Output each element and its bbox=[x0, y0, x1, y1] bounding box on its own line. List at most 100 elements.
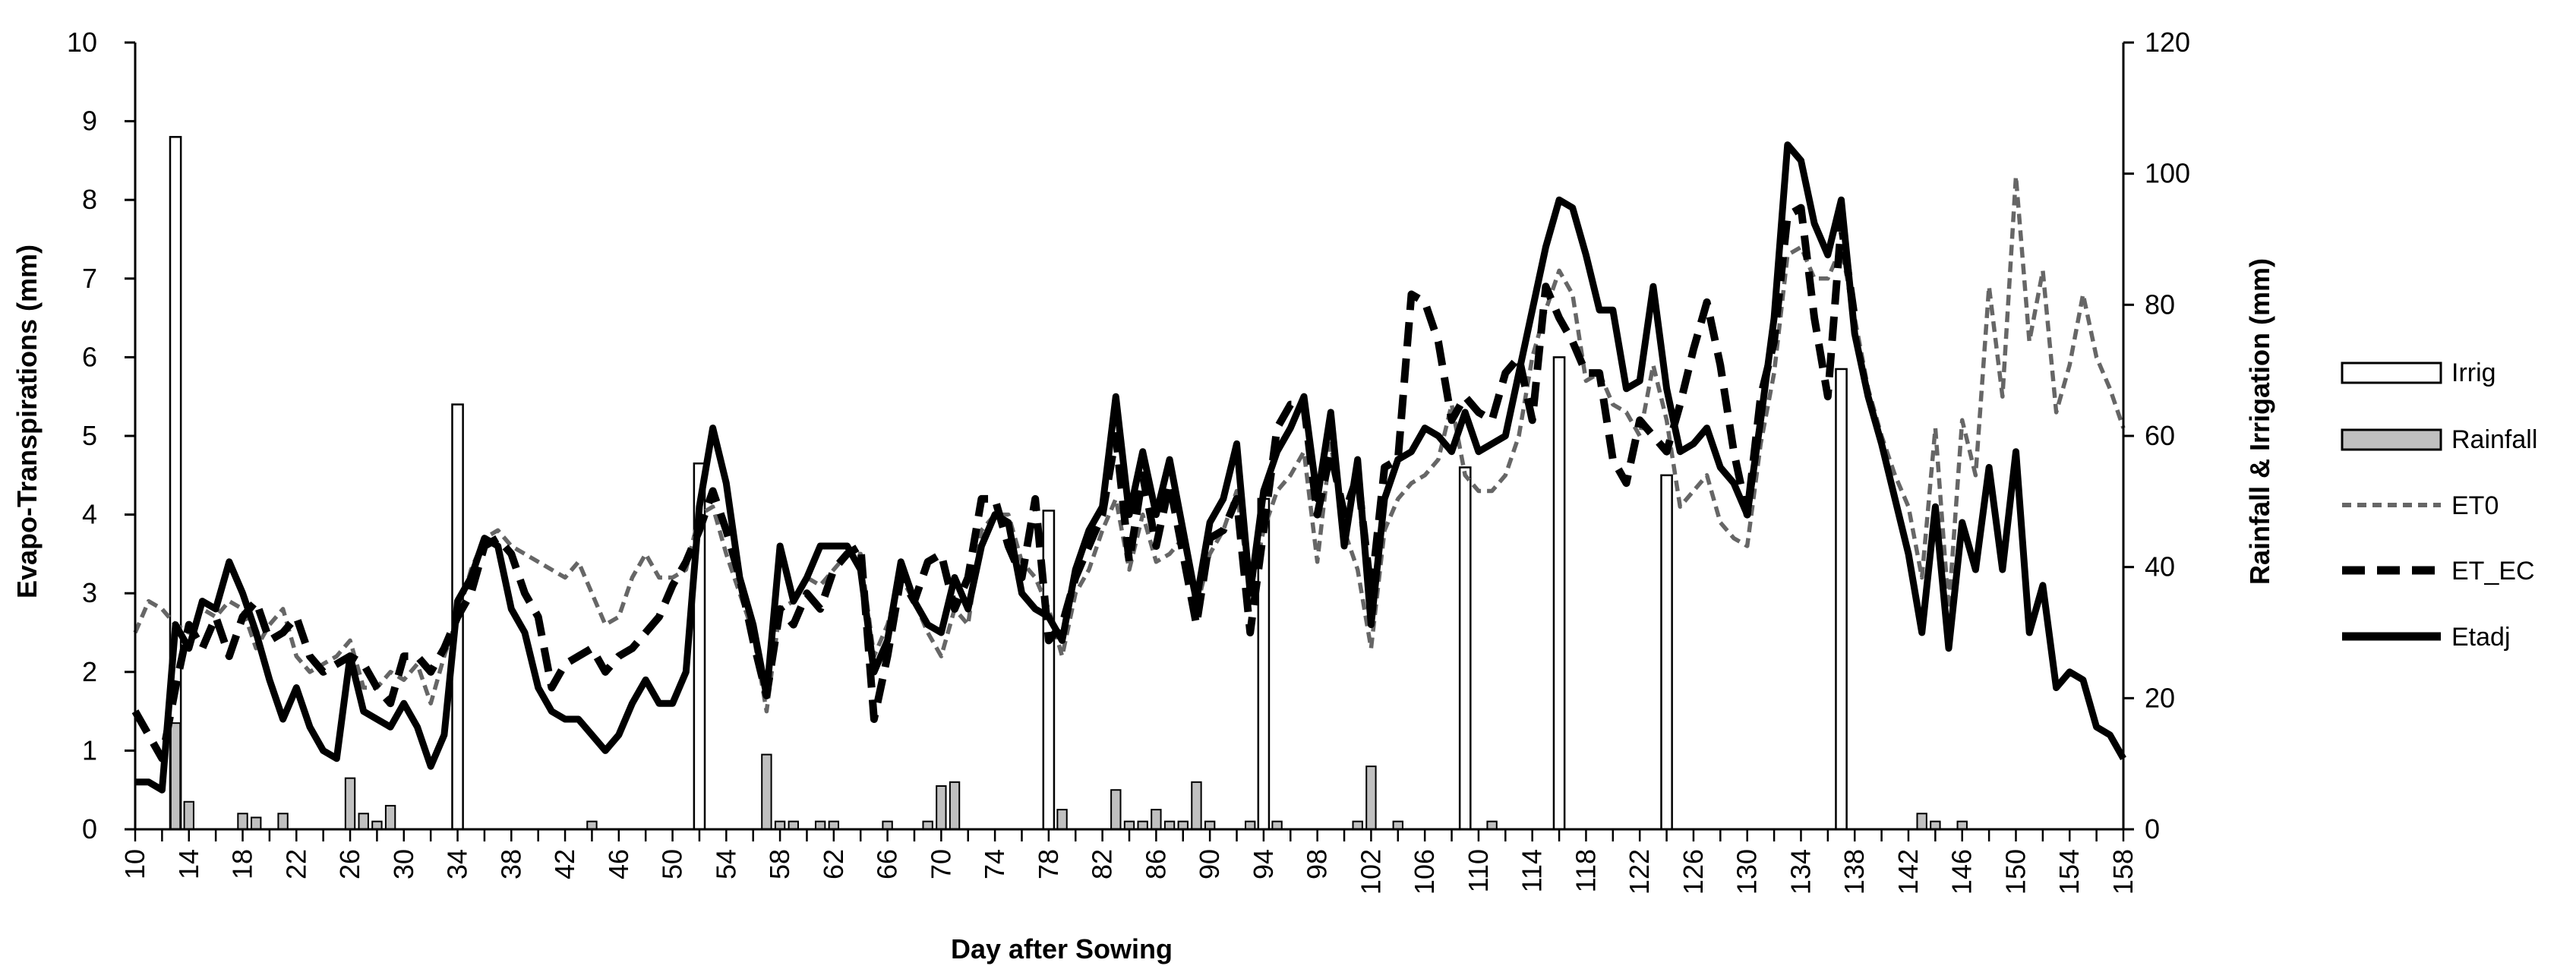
x-tick-label: 14 bbox=[173, 849, 204, 879]
x-tick-label: 46 bbox=[603, 849, 634, 879]
rainfall-bar bbox=[922, 820, 933, 831]
x-tick-label: 114 bbox=[1517, 849, 1548, 892]
x-tick-label: 30 bbox=[388, 849, 419, 879]
rainfall-bar bbox=[1916, 813, 1927, 831]
x-tick-label: 62 bbox=[818, 849, 849, 879]
left-tick-label: 5 bbox=[82, 420, 97, 451]
rainfall-bar bbox=[277, 813, 289, 831]
x-tick-label: 78 bbox=[1033, 849, 1064, 879]
rainfall-bar bbox=[1245, 820, 1256, 831]
irrigation-bars bbox=[169, 136, 1848, 831]
irrig-bar bbox=[1660, 474, 1673, 831]
x-tick-label: 26 bbox=[334, 849, 365, 879]
rainfall-bar bbox=[251, 816, 262, 830]
x-tick-label: 154 bbox=[2054, 849, 2085, 895]
rainfall-bar bbox=[1110, 789, 1122, 830]
legend: Irrig Rainfall ET0 ET_EC Etadj bbox=[2341, 358, 2537, 652]
x-tick-label: 22 bbox=[280, 849, 311, 879]
rainfall-bar bbox=[788, 820, 799, 831]
legend-swatch-irrig bbox=[2341, 361, 2442, 384]
rainfall-bar bbox=[384, 804, 396, 831]
right-tick-label: 120 bbox=[2145, 27, 2190, 58]
rainfall-bar bbox=[1056, 809, 1068, 830]
x-tick-label: 90 bbox=[1194, 849, 1225, 879]
irrig-bar bbox=[1458, 466, 1472, 831]
x-tick-label: 66 bbox=[872, 849, 903, 879]
left-tick-label: 2 bbox=[82, 656, 97, 687]
x-tick-label: 110 bbox=[1463, 849, 1494, 892]
series-lines bbox=[131, 141, 2126, 794]
rainfall-bar bbox=[1151, 809, 1162, 830]
x-tick-label: 34 bbox=[442, 849, 473, 879]
rainfall-bar bbox=[814, 820, 826, 831]
rainfall-bar bbox=[1137, 820, 1148, 831]
x-tick-label: 150 bbox=[2000, 849, 2031, 895]
left-tick-label: 6 bbox=[82, 341, 97, 372]
rainfall-bar bbox=[1204, 820, 1216, 831]
left-tick-label: 3 bbox=[82, 577, 97, 608]
x-tick-label: 70 bbox=[925, 849, 956, 879]
x-tick-label: 82 bbox=[1087, 849, 1118, 879]
x-tick-label: 10 bbox=[119, 849, 150, 879]
x-tick-label: 102 bbox=[1355, 849, 1386, 895]
rainfall-bar bbox=[371, 820, 383, 831]
rainfall-bar bbox=[1392, 820, 1403, 831]
rainfall-bar bbox=[169, 722, 182, 831]
x-tick-label: 138 bbox=[1839, 849, 1870, 895]
irrig-bar bbox=[1042, 510, 1056, 831]
rainfall-bar bbox=[1271, 820, 1283, 831]
left-tick-label: 7 bbox=[82, 263, 97, 294]
legend-label-rainfall: Rainfall bbox=[2451, 425, 2537, 454]
rainfall-bar bbox=[1486, 820, 1498, 831]
right-tick-label: 20 bbox=[2145, 682, 2175, 713]
axes bbox=[134, 43, 2125, 831]
x-tick-label: 146 bbox=[1946, 849, 1978, 895]
x-tick-label: 106 bbox=[1409, 849, 1440, 895]
x-tick-label: 118 bbox=[1570, 849, 1601, 892]
rainfall-bar bbox=[237, 813, 248, 831]
rainfall-bar bbox=[1163, 820, 1176, 831]
rainfall-bar bbox=[1191, 781, 1202, 830]
x-tick-label: 54 bbox=[710, 849, 741, 879]
left-tick-label: 4 bbox=[82, 499, 97, 530]
left-tick-label: 1 bbox=[82, 734, 97, 766]
rainfall-bar bbox=[936, 785, 947, 831]
rainfall-bar bbox=[1123, 820, 1135, 831]
x-tick-label: 134 bbox=[1785, 849, 1816, 895]
rainfall-bar bbox=[586, 820, 598, 831]
rainfall-bar bbox=[1352, 820, 1363, 831]
x-tick-label: 130 bbox=[1732, 849, 1763, 895]
rainfall-bars bbox=[169, 722, 1968, 831]
x-tick-label: 122 bbox=[1624, 849, 1655, 895]
rainfall-bar bbox=[1956, 820, 1968, 831]
x-tick-label: 126 bbox=[1678, 849, 1709, 895]
right-tick-label: 80 bbox=[2145, 289, 2175, 320]
rainfall-bar bbox=[774, 820, 786, 831]
right-tick-label: 40 bbox=[2145, 551, 2175, 582]
x-tick-label: 18 bbox=[227, 849, 258, 879]
right-tick-label: 0 bbox=[2145, 813, 2160, 844]
rainfall-bar bbox=[183, 800, 194, 830]
x-tick-label: 142 bbox=[1893, 849, 1924, 895]
left-tick-label: 9 bbox=[82, 106, 97, 137]
rainfall-bar bbox=[828, 820, 840, 831]
irrig-bar bbox=[1835, 368, 1848, 831]
series-line-et-ec bbox=[131, 204, 1859, 762]
x-axis-title: Day after Sowing bbox=[951, 933, 1173, 964]
legend-swatch-rainfall bbox=[2341, 428, 2442, 451]
right-tick-label: 100 bbox=[2145, 158, 2190, 189]
left-axis-ticks: 0 1 2 3 4 5 6 7 8 9 10 bbox=[67, 27, 135, 844]
x-tick-label: 42 bbox=[549, 849, 580, 879]
x-axis-ticks: 10 14 18 22 26 30 34 38 42 46 50 54 58 62 66 70 74 78 82 86… bbox=[119, 829, 2139, 895]
left-tick-label: 0 bbox=[82, 813, 97, 844]
rainfall-bar bbox=[358, 813, 369, 831]
rainfall-bar bbox=[761, 753, 772, 831]
x-tick-label: 158 bbox=[2107, 849, 2139, 895]
right-axis-title: Rainfall & Irrigation (mm) bbox=[2244, 258, 2275, 585]
rainfall-bar bbox=[344, 777, 356, 831]
legend-label-irrig: Irrig bbox=[2451, 358, 2496, 387]
irrig-bar bbox=[1552, 356, 1566, 831]
left-tick-label: 10 bbox=[67, 27, 97, 58]
rainfall-bar bbox=[1930, 820, 1941, 831]
